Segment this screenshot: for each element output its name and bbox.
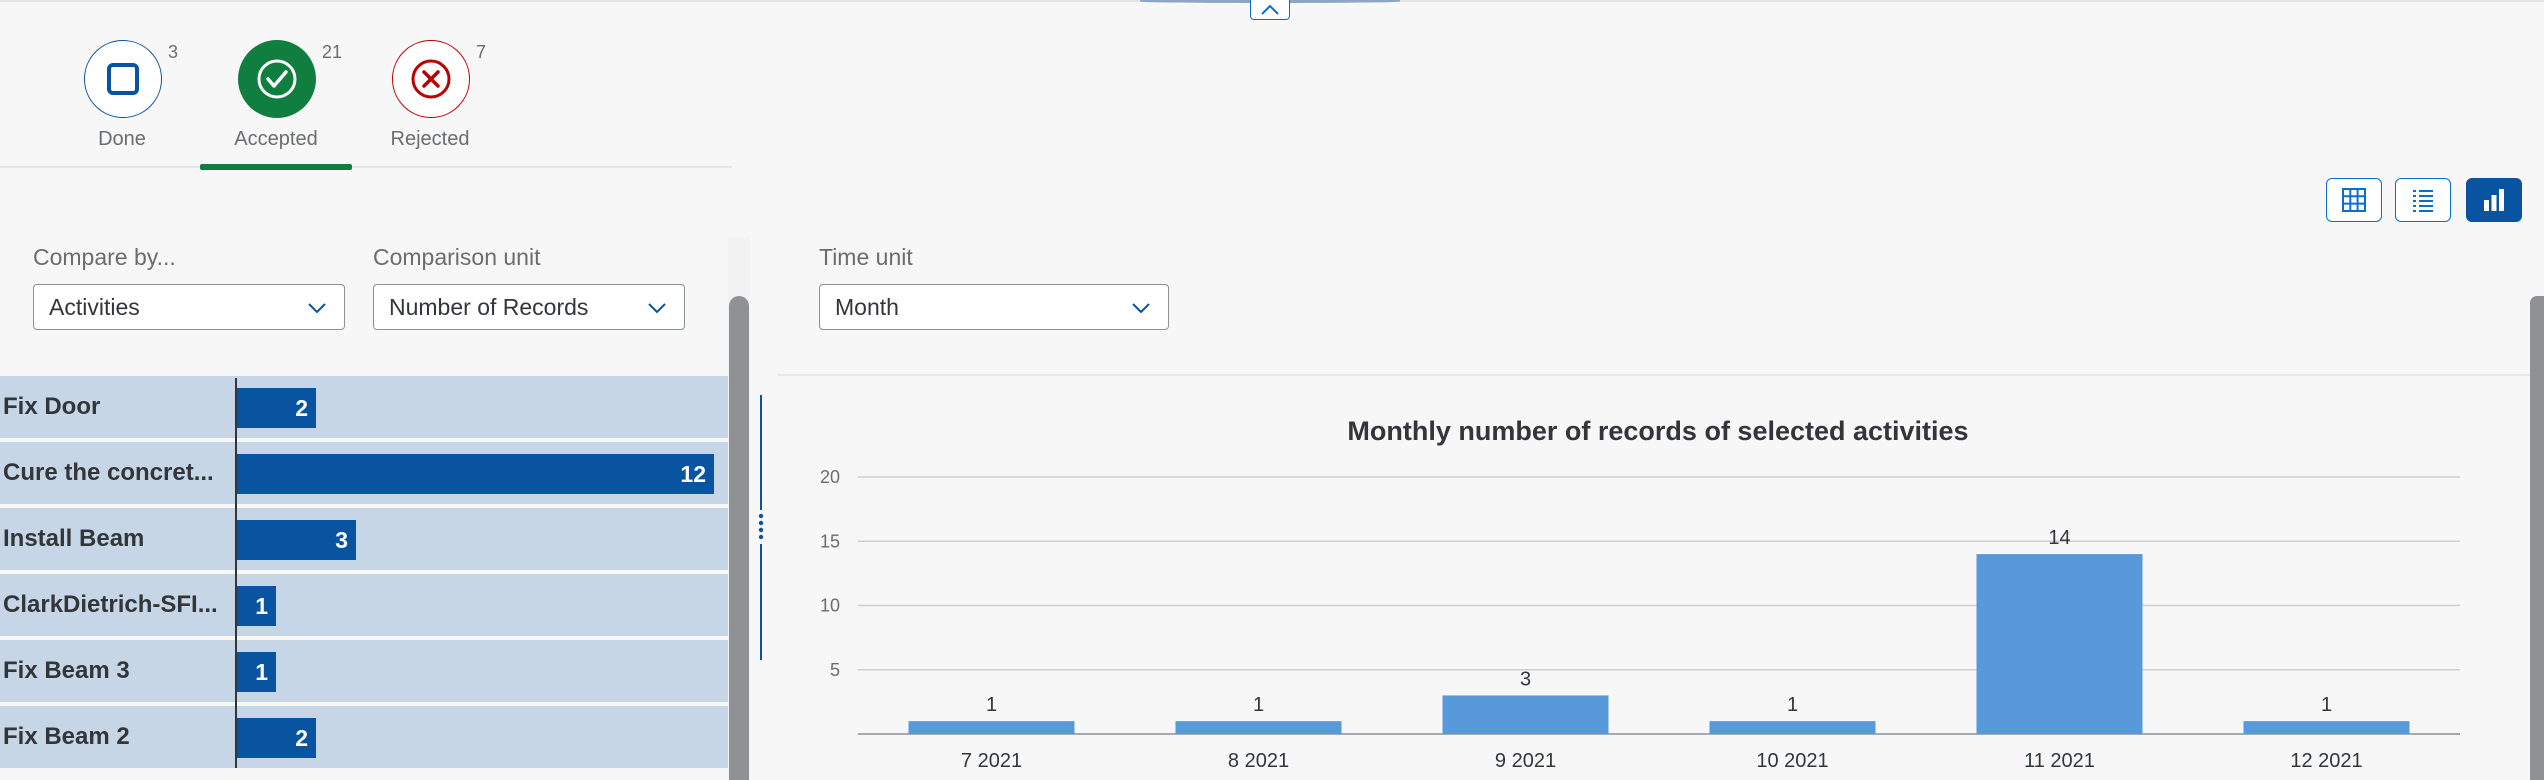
bar-chart-icon <box>2484 189 2504 211</box>
chevron-up-icon <box>1261 4 1279 15</box>
left-panel-scrollbar[interactable] <box>729 296 749 780</box>
checkbox-icon <box>84 40 162 118</box>
activity-bar-value: 12 <box>680 461 706 487</box>
x-tick-label: 8 2021 <box>1228 750 1289 772</box>
data-label: 1 <box>1253 694 1264 716</box>
collapse-header-button[interactable] <box>1250 0 1290 20</box>
chart-view-button[interactable] <box>2466 178 2522 222</box>
time-unit-label: Time unit <box>819 244 913 270</box>
tab-count: 7 <box>476 42 487 62</box>
chart-panel-divider <box>778 374 2530 376</box>
chart-bar[interactable] <box>1709 721 1876 734</box>
compare-by-value: Activities <box>49 294 140 320</box>
chevron-down-icon <box>648 303 666 314</box>
data-label: 1 <box>986 694 997 716</box>
chart-bar[interactable] <box>2243 721 2410 734</box>
activity-bar-value: 2 <box>295 395 308 421</box>
activity-bar[interactable]: 1 <box>236 586 276 626</box>
activity-row[interactable]: Cure the concret... 12 <box>0 442 728 504</box>
chart-bar[interactable] <box>908 721 1075 734</box>
activity-bar[interactable]: 3 <box>236 520 356 560</box>
chart-bar[interactable] <box>1442 695 1609 734</box>
compare-by-label: Compare by... <box>33 244 176 270</box>
activity-bar-value: 1 <box>255 593 268 619</box>
data-label: 1 <box>1787 694 1798 716</box>
tab-label: Accepted <box>234 128 318 150</box>
data-label: 14 <box>2048 527 2070 549</box>
cancel-circle-icon <box>392 40 470 118</box>
table-view-button[interactable] <box>2326 178 2382 222</box>
chevron-down-icon <box>1132 303 1150 314</box>
time-unit-value: Month <box>835 294 899 320</box>
tab-label: Done <box>98 128 146 150</box>
tab-label: Rejected <box>390 128 470 150</box>
activity-bar[interactable]: 2 <box>236 388 316 428</box>
activity-bar[interactable]: 1 <box>236 652 276 692</box>
activity-bar[interactable]: 2 <box>236 718 316 758</box>
tab-accepted[interactable]: 21 Accepted <box>200 40 352 170</box>
x-tick-label: 10 2021 <box>1756 750 1828 772</box>
check-circle-icon <box>238 40 316 118</box>
y-tick-label: 20 <box>820 467 840 487</box>
y-tick-label: 10 <box>820 596 840 616</box>
y-tick-label: 5 <box>830 660 840 680</box>
activity-row[interactable]: Fix Door 2 <box>0 376 728 438</box>
tab-done[interactable]: 3 Done <box>46 40 198 170</box>
tab-bar-line <box>0 166 732 168</box>
splitter-grip-icon[interactable] <box>755 510 767 544</box>
activity-bar[interactable]: 12 <box>236 454 714 494</box>
chart-bar[interactable] <box>1175 721 1342 734</box>
x-tick-label: 11 2021 <box>2024 750 2095 772</box>
bar-list-axis <box>235 378 237 768</box>
compare-by-select[interactable]: Activities <box>33 284 345 330</box>
activity-bar-value: 2 <box>295 725 308 751</box>
list-icon <box>2413 190 2433 212</box>
y-tick-label: 15 <box>820 531 840 551</box>
list-view-button[interactable] <box>2395 178 2451 222</box>
chart-title: Monthly number of records of selected ac… <box>1347 416 1969 446</box>
right-panel-scrollbar[interactable] <box>2530 296 2544 780</box>
activity-row[interactable]: ClarkDietrich-SFI... 1 <box>0 574 728 636</box>
x-tick-label: 9 2021 <box>1495 750 1556 772</box>
comparison-unit-select[interactable]: Number of Records <box>373 284 685 330</box>
tab-rejected[interactable]: 7 Rejected <box>354 40 506 170</box>
tab-count: 3 <box>168 42 179 62</box>
data-label: 1 <box>2321 694 2332 716</box>
chevron-down-icon <box>308 303 326 314</box>
comparison-unit-label: Comparison unit <box>373 244 541 270</box>
chart-bar[interactable] <box>1976 554 2143 734</box>
activity-row[interactable]: Install Beam 3 <box>0 508 728 570</box>
data-label: 3 <box>1520 668 1531 690</box>
comparison-unit-value: Number of Records <box>389 294 589 320</box>
activity-bar-value: 1 <box>255 659 268 685</box>
x-tick-label: 12 2021 <box>2290 750 2362 772</box>
grid-table-icon <box>2342 188 2366 212</box>
selected-tab-indicator <box>200 164 352 170</box>
tab-count: 21 <box>322 42 343 62</box>
time-unit-select[interactable]: Month <box>819 284 1169 330</box>
activity-comparison-list: Fix Door 2 Cure the concret... 12 Install Be… <box>0 376 728 780</box>
activity-bar-value: 3 <box>335 527 348 553</box>
x-tick-label: 7 2021 <box>961 750 1022 772</box>
status-tab-bar: 3 Done 21 Accepted 7 Rejected <box>0 0 732 170</box>
